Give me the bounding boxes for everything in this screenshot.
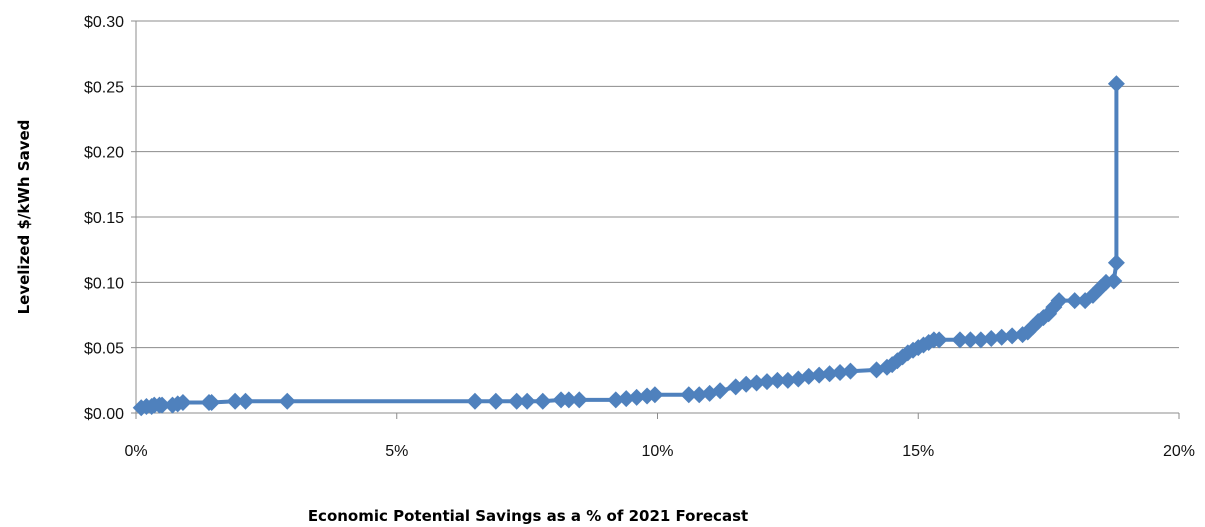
data-point-marker (768, 371, 786, 389)
data-point-marker (961, 331, 979, 349)
y-tick-label: $0.20 (84, 145, 124, 162)
grid-lines (136, 20, 1179, 349)
y-tick-label: $0.00 (84, 406, 124, 423)
data-point-marker (711, 382, 729, 400)
data-point-marker (174, 394, 192, 412)
y-tick-label: $0.10 (84, 275, 124, 292)
data-point-marker (1066, 292, 1084, 310)
x-tick-label: 0% (124, 443, 147, 460)
data-point-marker (951, 331, 969, 349)
x-tick-label: 15% (902, 443, 934, 460)
series-group (132, 75, 1125, 417)
x-tick-label: 10% (641, 443, 673, 460)
data-point-marker (758, 373, 776, 391)
data-point-marker (748, 374, 766, 392)
y-tick-label: $0.05 (84, 341, 124, 358)
data-point-marker (982, 330, 1000, 348)
data-point-marker (1003, 327, 1021, 345)
data-point-marker (972, 331, 990, 349)
axes (131, 20, 1180, 419)
data-point-marker (779, 371, 797, 389)
data-point-marker (237, 392, 255, 410)
data-point-marker (1107, 254, 1125, 272)
x-tick-label: 20% (1163, 443, 1195, 460)
y-axis-title: Levelized $/kWh Saved (15, 120, 33, 315)
y-tick-label: $0.15 (84, 210, 124, 227)
data-point-marker (1105, 272, 1123, 290)
data-point-marker (203, 394, 221, 412)
data-point-marker (466, 392, 484, 410)
y-tick-labels: $0.00 $0.05 $0.10 $0.15 $0.20 $0.25 $0.30 (84, 14, 124, 423)
data-point-marker (690, 386, 708, 404)
data-point-marker (993, 328, 1011, 346)
data-point-marker (518, 392, 536, 410)
data-point-marker (821, 365, 839, 383)
data-point-marker (930, 331, 948, 349)
data-point-marker (646, 386, 664, 404)
data-point-marker (508, 392, 526, 410)
data-point-marker (226, 392, 244, 410)
data-point-marker (800, 367, 818, 385)
series-line (139, 81, 1119, 410)
data-point-marker (841, 362, 859, 380)
data-point-marker (607, 391, 625, 409)
data-point-marker (617, 390, 635, 408)
data-point-marker (628, 388, 646, 406)
data-point-marker (737, 375, 755, 393)
y-tick-label: $0.25 (84, 79, 124, 96)
data-point-marker (570, 391, 588, 409)
data-point-marker (487, 392, 505, 410)
data-point-marker (534, 392, 552, 410)
data-point-marker (153, 396, 171, 414)
data-point-marker (1050, 292, 1068, 310)
x-tick-labels: 0% 5% 10% 15% 20% (124, 443, 1195, 460)
data-point-marker (560, 391, 578, 409)
x-axis-title: Economic Potential Savings as a % of 202… (308, 507, 748, 525)
data-point-marker (278, 392, 296, 410)
data-point-marker (810, 366, 828, 384)
data-point-marker (1107, 75, 1125, 93)
x-tick-label: 5% (385, 443, 408, 460)
y-tick-label: $0.30 (84, 14, 124, 31)
data-point-marker (680, 386, 698, 404)
data-point-marker (831, 363, 849, 381)
